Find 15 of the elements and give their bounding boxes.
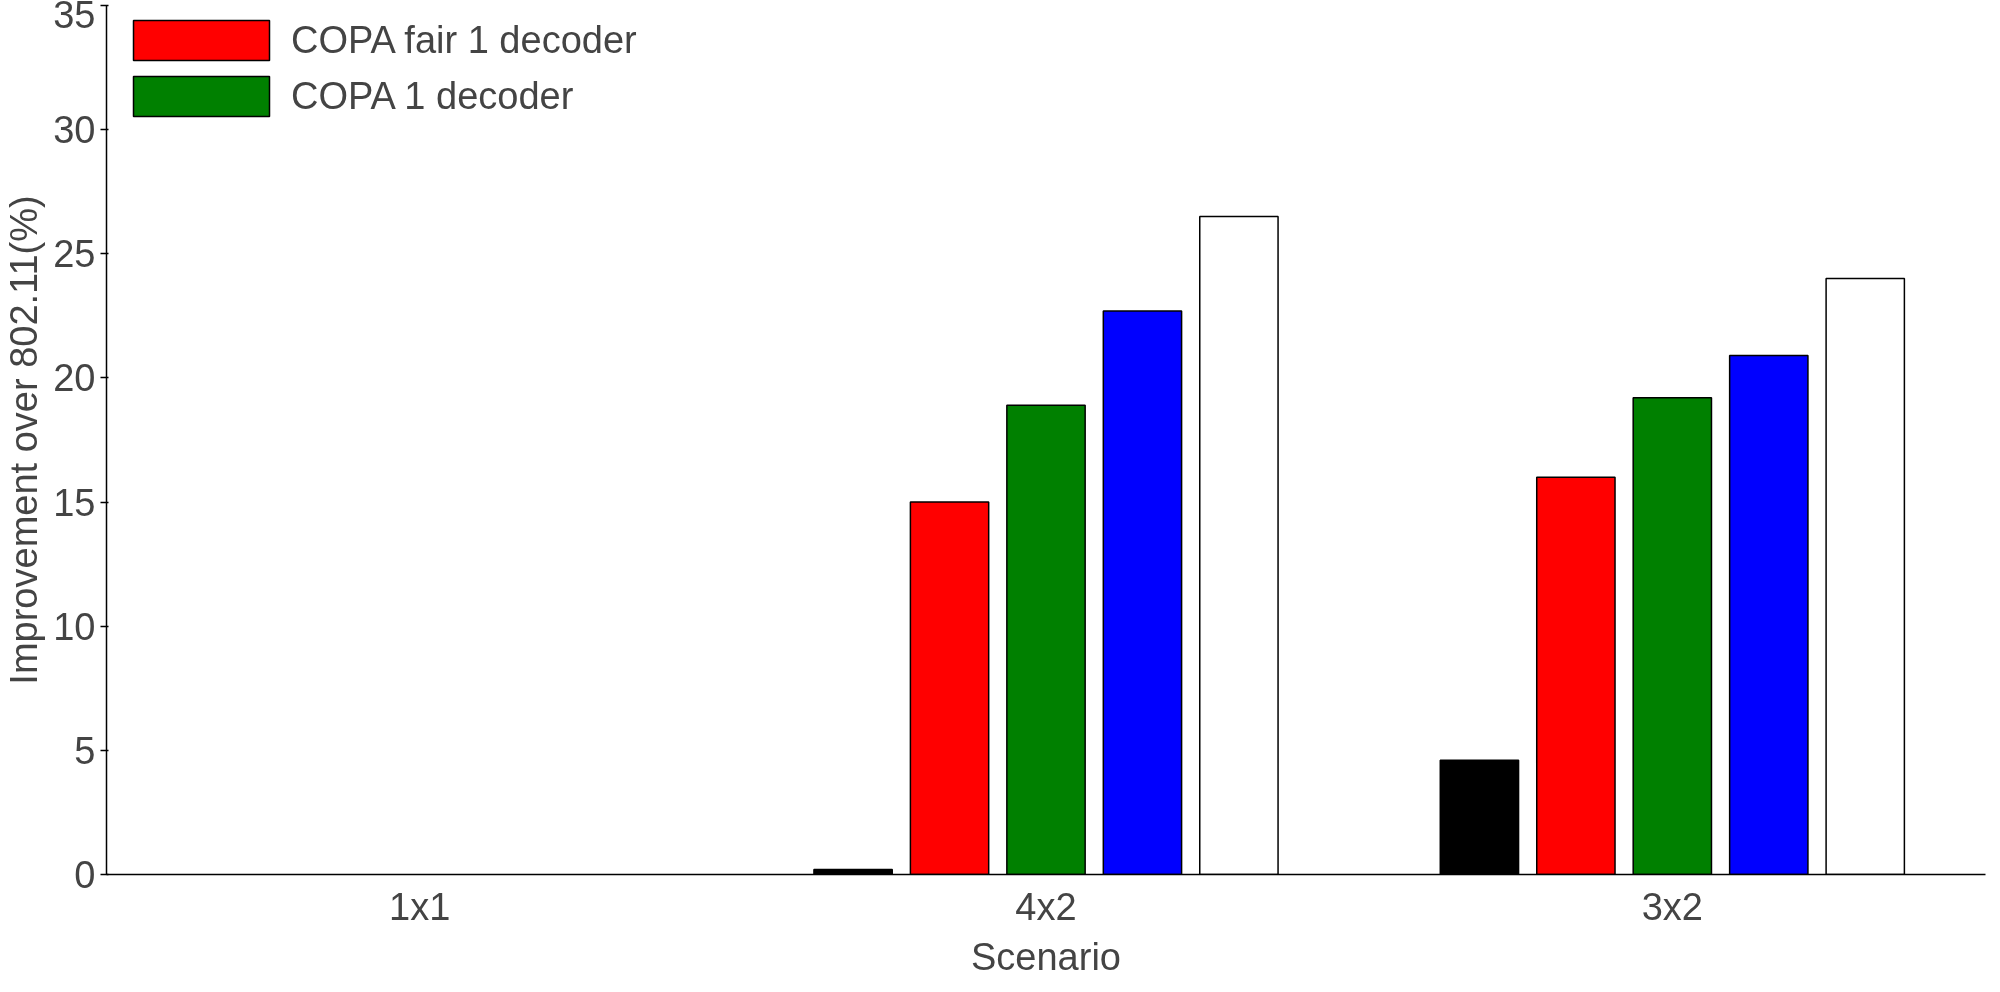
x-tick-label: 1x1 — [389, 885, 451, 928]
y-tick-label: 5 — [74, 729, 96, 772]
x-axis-title: Scenario — [971, 935, 1121, 978]
legend-label: COPA 1 decoder — [291, 74, 574, 118]
x-tick-label: 4x2 — [1015, 885, 1077, 928]
y-tick-label: 25 — [53, 233, 96, 276]
y-tick-label: 35 — [53, 0, 96, 36]
y-tick-label: 20 — [53, 357, 96, 400]
y-axis-title: Improvement over 802.11(%) — [3, 195, 46, 685]
x-tick-label: 3x2 — [1641, 885, 1703, 928]
y-tick-label: 0 — [74, 854, 96, 896]
y-tick-label: 15 — [53, 481, 96, 524]
y-tick-label: 30 — [53, 109, 96, 152]
legend-label: COPA fair 1 decoder — [291, 18, 637, 62]
y-tick-label: 10 — [53, 605, 96, 648]
